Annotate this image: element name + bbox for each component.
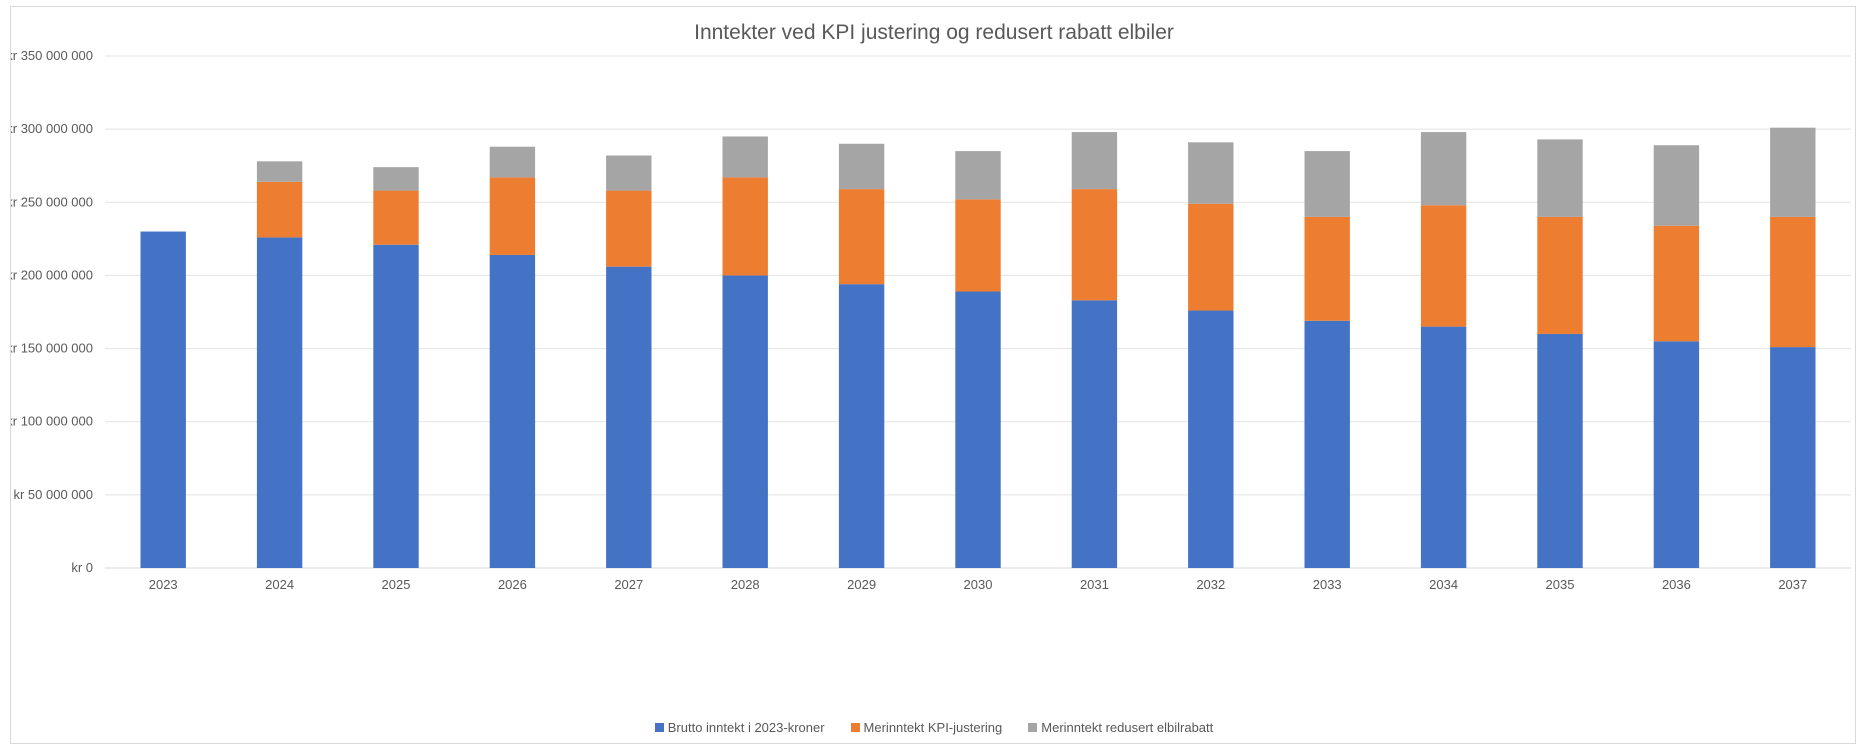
- bar-2024-series-0: [256, 237, 303, 568]
- y-tick-label: kr 150 000 000: [11, 341, 93, 356]
- legend-label: Brutto inntekt i 2023-kroner: [667, 720, 825, 735]
- bar-2026-series-1: [489, 177, 536, 255]
- bar-2031-series-2: [1071, 132, 1118, 190]
- y-tick-label: kr 300 000 000: [11, 121, 93, 136]
- bar-2037-series-0: [1770, 347, 1816, 568]
- x-tick-label: 2030: [964, 577, 993, 592]
- x-tick-label: 2026: [498, 577, 527, 592]
- bar-2031-series-1: [1071, 189, 1118, 301]
- x-tick-label: 2024: [265, 577, 294, 592]
- bar-2034-series-2: [1420, 132, 1467, 206]
- legend-item: Merinntekt KPI-justering: [850, 720, 1003, 735]
- bar-2025-series-2: [373, 167, 419, 191]
- bar-2029-series-2: [838, 143, 885, 190]
- bar-2024-series-2: [256, 161, 303, 182]
- x-tick-label: 2034: [1429, 577, 1458, 592]
- x-tick-label: 2028: [731, 577, 760, 592]
- chart-area: Inntekter ved KPI justering og redusert …: [10, 6, 1856, 744]
- y-tick-label: kr 200 000 000: [11, 267, 93, 282]
- bar-2025-series-1: [373, 190, 419, 245]
- legend-item: Brutto inntekt i 2023-kroner: [654, 720, 825, 735]
- bar-2037-series-2: [1770, 127, 1816, 217]
- bar-2036-series-0: [1653, 341, 1700, 568]
- x-tick-label: 2035: [1546, 577, 1575, 592]
- bar-2028-series-0: [722, 275, 768, 568]
- bar-2030-series-0: [955, 291, 1001, 568]
- x-tick-label: 2033: [1313, 577, 1342, 592]
- y-tick-label: kr 50 000 000: [13, 487, 93, 502]
- y-tick-label: kr 100 000 000: [11, 414, 93, 429]
- bar-2034-series-1: [1420, 205, 1467, 327]
- legend-swatch: [654, 723, 664, 732]
- y-tick-label: kr 350 000 000: [11, 48, 93, 63]
- bar-2031-series-0: [1071, 300, 1118, 568]
- chart-plot: kr 0 kr 50 000 000 kr 100 000 000 kr 150 00…: [11, 48, 1851, 592]
- x-tick-label: 2023: [149, 577, 178, 592]
- bar-2036-series-2: [1653, 145, 1700, 226]
- legend-swatch: [850, 723, 860, 732]
- legend-label: Merinntekt KPI-justering: [863, 720, 1003, 735]
- x-tick-label: 2036: [1662, 577, 1691, 592]
- bar-2032-series-2: [1188, 142, 1234, 204]
- bar-2028-series-2: [722, 136, 768, 178]
- bar-2026-series-2: [489, 146, 536, 178]
- x-tick-label: 2037: [1778, 577, 1807, 592]
- bar-2029-series-0: [838, 284, 885, 568]
- legend: Brutto inntekt i 2023-kroner Merinntekt K…: [11, 720, 1857, 735]
- bar-2035-series-2: [1537, 139, 1583, 217]
- x-tick-label: 2032: [1196, 577, 1225, 592]
- bar-2036-series-1: [1653, 225, 1700, 342]
- bar-2025-series-0: [373, 244, 419, 569]
- bar-2033-series-1: [1304, 216, 1350, 321]
- bar-2023-series-0: [140, 231, 186, 569]
- x-tick-label: 2027: [614, 577, 643, 592]
- bar-2027-series-1: [606, 190, 652, 267]
- x-tick-label: 2029: [847, 577, 876, 592]
- bar-2035-series-0: [1537, 333, 1583, 568]
- bar-2027-series-2: [606, 155, 652, 191]
- bar-2032-series-1: [1188, 203, 1234, 311]
- bar-2028-series-1: [722, 177, 768, 276]
- bar-2037-series-1: [1770, 216, 1816, 348]
- bar-2035-series-1: [1537, 216, 1583, 334]
- bar-2032-series-0: [1188, 310, 1234, 568]
- bar-2033-series-2: [1304, 151, 1350, 217]
- bar-2029-series-1: [838, 189, 885, 285]
- bar-2026-series-0: [489, 254, 536, 568]
- bar-2027-series-0: [606, 266, 652, 568]
- x-tick-label: 2031: [1080, 577, 1109, 592]
- legend-item: Merinntekt redusert elbilrabatt: [1028, 720, 1213, 735]
- bar-2033-series-0: [1304, 320, 1350, 568]
- bar-2030-series-1: [955, 199, 1001, 292]
- bar-2024-series-1: [256, 181, 303, 238]
- bar-2030-series-2: [955, 151, 1001, 200]
- legend-swatch: [1028, 723, 1038, 732]
- y-tick-label: kr 250 000 000: [11, 194, 93, 209]
- x-tick-label: 2025: [382, 577, 411, 592]
- chart-title: Inntekter ved KPI justering og redusert …: [694, 21, 1174, 44]
- y-tick-label: kr 0: [71, 560, 93, 575]
- legend-label: Merinntekt redusert elbilrabatt: [1041, 720, 1214, 735]
- bar-2034-series-0: [1420, 326, 1467, 568]
